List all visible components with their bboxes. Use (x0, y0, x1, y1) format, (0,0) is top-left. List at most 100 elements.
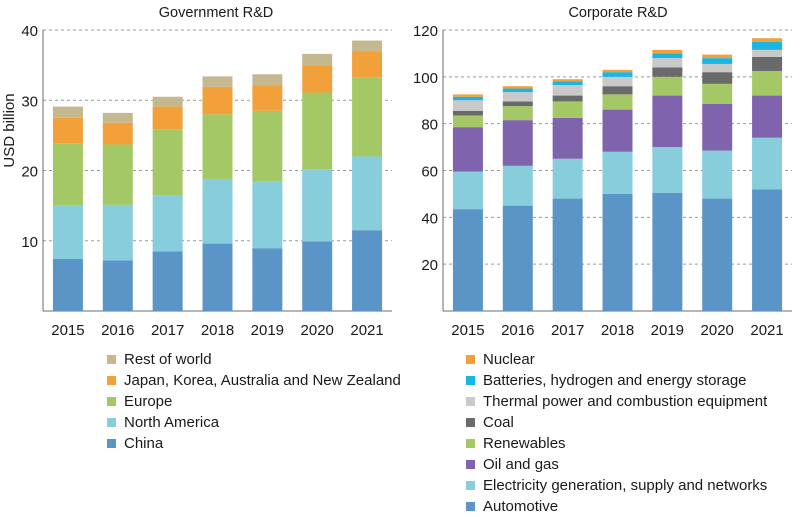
corp-legend-label: Automotive (483, 498, 559, 515)
corporate-rd-legend: Nuclear Batteries, hydrogen and energy st… (466, 349, 767, 517)
corp-bar-oil-and-gas-2016 (502, 120, 533, 166)
corp-bar-batteries-hydrogen-and-energy-storage-2017 (552, 81, 583, 86)
corp-bar-nuclear-2021 (752, 38, 783, 42)
gov-bar-rest-of-world-2019 (252, 74, 283, 86)
corp-bar-batteries-hydrogen-and-energy-storage-2020 (702, 58, 733, 64)
gov-bar-rest-of-world-2020 (302, 53, 333, 66)
gov-bar-china-2021 (352, 230, 383, 311)
government-rd-chart: Government R&D USD billion 10 20 30 40 2015 201… (1, 5, 392, 339)
corp-bar-oil-and-gas-2017 (552, 117, 583, 159)
gov-bar-china-2020 (302, 241, 333, 311)
corp-legend-item-electricity-generation-supply-and-networks: Electricity generation, supply and netwo… (466, 475, 767, 496)
gov-bar-europe-2020 (302, 92, 333, 170)
corp-bar-electricity-generation-supply-and-networks-2019 (652, 147, 683, 193)
corp-bar-nuclear-2019 (652, 49, 683, 54)
corp-bar-automotive-2017 (552, 198, 583, 311)
corp-bar-coal-2020 (702, 72, 733, 84)
gov-bar-japan-korea-australia-and-new-zealand-2019 (252, 85, 283, 111)
gov-bar-japan-korea-australia-and-new-zealand-2017 (152, 106, 183, 130)
corp-bar-renewables-2021 (752, 70, 783, 96)
corp-legend-item-nuclear: Nuclear (466, 349, 767, 370)
gov-x-tick-label: 2016 (101, 322, 134, 339)
gov-chart-title: Government R&D (159, 5, 273, 21)
gov-legend-swatch (107, 418, 116, 427)
corp-x-tick-label: 2017 (551, 322, 584, 339)
corp-y-tick-label: 80 (421, 117, 438, 134)
gov-bar-rest-of-world-2021 (352, 40, 383, 52)
corp-legend-item-coal: Coal (466, 412, 767, 433)
corporate-rd-chart: Corporate R&D 20 40 60 80 100 120 2015 2016 2017 2… (413, 5, 792, 339)
corp-bar-batteries-hydrogen-and-energy-storage-2019 (652, 53, 683, 59)
corp-x-tick-label: 2019 (651, 322, 684, 339)
gov-bar-europe-2019 (252, 110, 283, 182)
corp-legend-swatch (466, 481, 475, 490)
corp-x-tick-label: 2016 (501, 322, 534, 339)
corp-y-tick-label: 120 (413, 23, 438, 40)
gov-bar-japan-korea-australia-and-new-zealand-2016 (102, 122, 133, 145)
gov-bar-japan-korea-australia-and-new-zealand-2021 (352, 51, 383, 78)
gov-legend-swatch (107, 439, 116, 448)
gov-bar-china-2015 (52, 259, 83, 311)
gov-bar-japan-korea-australia-and-new-zealand-2015 (52, 117, 83, 144)
corp-y-tick-label: 20 (421, 257, 438, 274)
corp-legend-item-renewables: Renewables (466, 433, 767, 454)
corp-legend-item-batteries-hydrogen-and-energy-storage: Batteries, hydrogen and energy storage (466, 370, 767, 391)
corp-bar-electricity-generation-supply-and-networks-2018 (602, 151, 633, 194)
gov-legend-item-china: China (107, 433, 401, 454)
corp-legend-swatch (466, 418, 475, 427)
corp-y-tick-label: 100 (413, 70, 438, 87)
corp-bar-coal-2017 (552, 95, 583, 102)
corp-legend-swatch (466, 439, 475, 448)
gov-bar-rest-of-world-2017 (152, 96, 183, 107)
gov-legend-label: Rest of world (124, 351, 212, 368)
corp-legend-item-thermal-power-and-combustion-equipment: Thermal power and combustion equipment (466, 391, 767, 412)
corp-x-tick-label: 2015 (451, 322, 484, 339)
corp-legend-label: Oil and gas (483, 456, 559, 473)
corp-y-tick-label: 40 (421, 210, 438, 227)
gov-bar-north-america-2015 (52, 205, 83, 260)
corp-bar-thermal-power-and-combustion-equipment-2015 (452, 100, 483, 111)
gov-x-tick-label: 2018 (201, 322, 234, 339)
corp-bar-thermal-power-and-combustion-equipment-2016 (502, 92, 533, 102)
corp-bar-electricity-generation-supply-and-networks-2021 (752, 137, 783, 190)
gov-bar-rest-of-world-2018 (202, 76, 233, 87)
gov-bar-japan-korea-australia-and-new-zealand-2018 (202, 86, 233, 115)
corp-bar-coal-2016 (502, 101, 533, 107)
gov-legend-label: North America (124, 414, 220, 431)
gov-bar-rest-of-world-2015 (52, 106, 83, 118)
corp-x-tick-label: 2021 (750, 322, 783, 339)
gov-bar-china-2019 (252, 248, 283, 311)
corp-bar-nuclear-2017 (552, 79, 583, 82)
gov-legend-label: China (124, 435, 164, 452)
corp-bar-coal-2015 (452, 110, 483, 116)
gov-bar-europe-2018 (202, 114, 233, 179)
corp-bar-automotive-2016 (502, 205, 533, 311)
gov-x-tick-label: 2017 (151, 322, 184, 339)
corp-bar-oil-and-gas-2019 (652, 95, 683, 148)
corp-bar-automotive-2015 (452, 209, 483, 311)
corp-bar-thermal-power-and-combustion-equipment-2019 (652, 58, 683, 68)
gov-bar-north-america-2019 (252, 181, 283, 249)
gov-bar-europe-2015 (52, 143, 83, 206)
corp-bar-nuclear-2016 (502, 86, 533, 89)
gov-bar-china-2016 (102, 260, 133, 311)
gov-bar-rest-of-world-2016 (102, 112, 133, 123)
gov-legend-label: Europe (124, 393, 173, 410)
gov-x-tick-label: 2021 (350, 322, 383, 339)
gov-bar-china-2018 (202, 243, 233, 311)
corp-legend-label: Nuclear (483, 351, 535, 368)
corp-legend-swatch (466, 502, 475, 511)
gov-bar-europe-2021 (352, 77, 383, 157)
gov-y-axis-label: USD billion (1, 93, 18, 167)
gov-bar-north-america-2018 (202, 178, 233, 244)
corp-bar-coal-2021 (752, 56, 783, 71)
corp-legend-swatch (466, 376, 475, 385)
corp-bar-thermal-power-and-combustion-equipment-2020 (702, 63, 733, 73)
corp-bar-batteries-hydrogen-and-energy-storage-2015 (452, 96, 483, 101)
government-rd-legend: Rest of world Japan, Korea, Australia and… (107, 349, 401, 454)
corp-x-tick-label: 2018 (601, 322, 634, 339)
gov-legend-item-europe: Europe (107, 391, 401, 412)
corp-chart-title: Corporate R&D (568, 5, 667, 21)
gov-bar-north-america-2016 (102, 204, 133, 261)
gov-bar-china-2017 (152, 251, 183, 311)
